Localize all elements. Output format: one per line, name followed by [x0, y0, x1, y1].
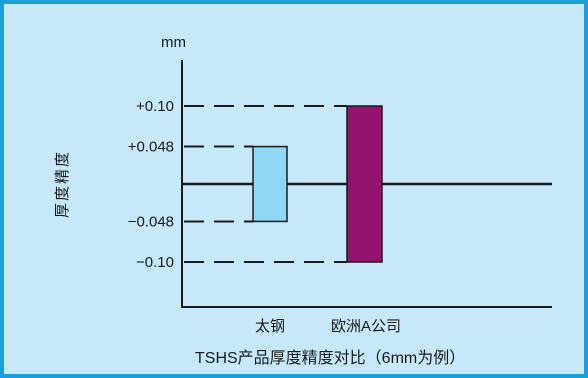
chart-caption: TSHS产品厚度精度对比（6mm为例）: [195, 349, 465, 367]
y-axis-label: 厚度精度: [54, 150, 71, 218]
range-bars: [252, 105, 383, 263]
tick-guides: [184, 105, 347, 263]
category-labels: 太钢 欧洲A公司: [255, 318, 401, 335]
range-bar: [346, 105, 383, 263]
y-tick-label: −0.048: [128, 213, 174, 230]
y-tick-label: −0.10: [136, 254, 174, 271]
range-bar: [252, 145, 288, 223]
tick-labels: +0.10 +0.048 −0.048 −0.10: [128, 98, 174, 271]
category-label: 欧洲A公司: [331, 318, 401, 335]
category-label: 太钢: [255, 318, 285, 335]
y-tick-label: +0.048: [128, 139, 174, 156]
unit-label: mm: [161, 34, 186, 51]
y-tick-label: +0.10: [136, 98, 174, 115]
